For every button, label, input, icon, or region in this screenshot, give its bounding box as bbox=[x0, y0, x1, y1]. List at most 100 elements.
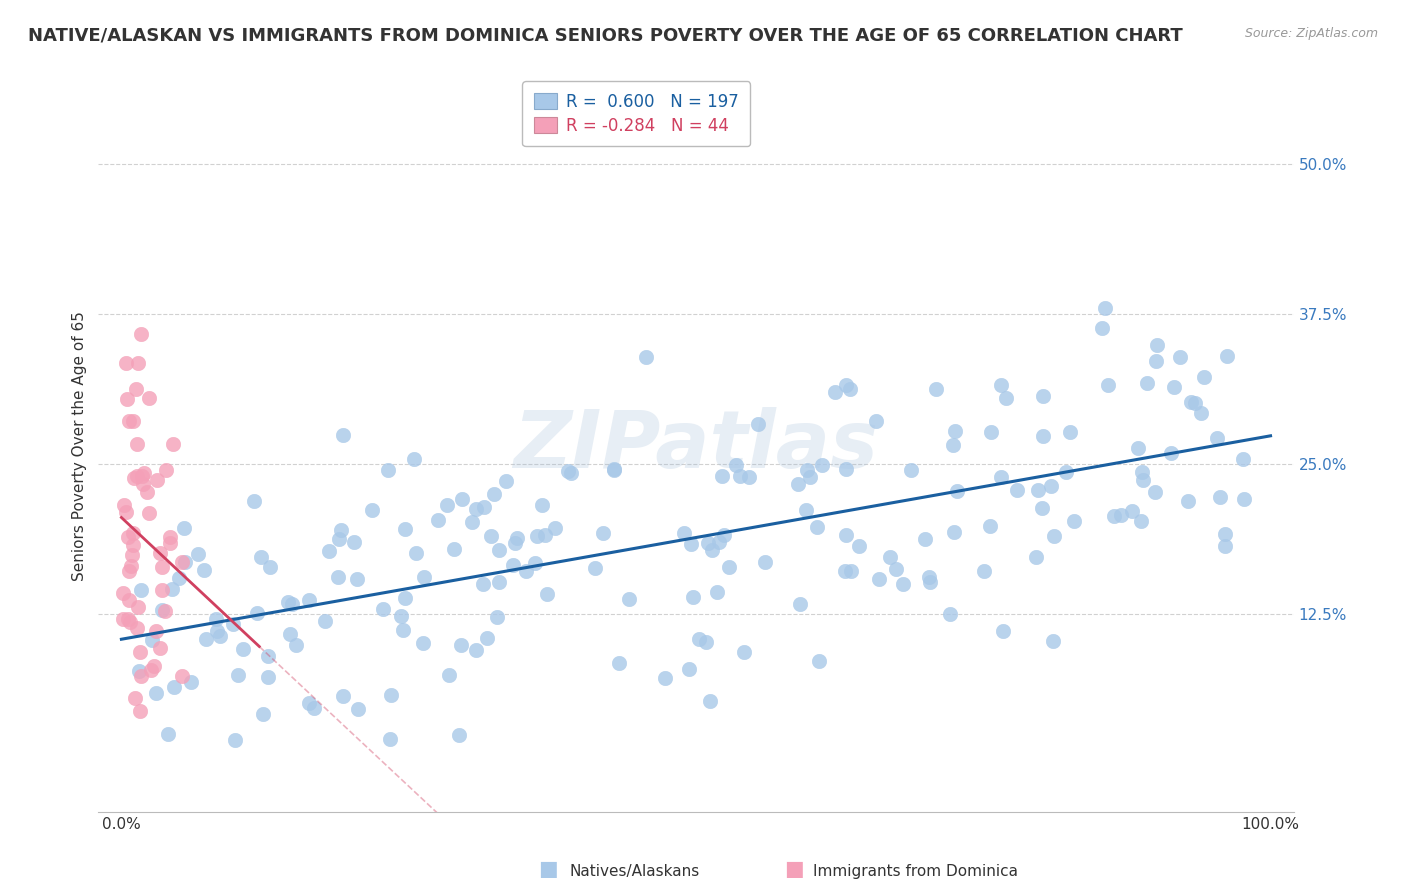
Point bbox=[990, 469, 1012, 483]
Point bbox=[187, 547, 209, 561]
Point bbox=[678, 662, 700, 676]
Point bbox=[149, 546, 172, 560]
Point bbox=[706, 585, 728, 599]
Point bbox=[342, 535, 364, 549]
Point bbox=[1040, 479, 1063, 493]
Point bbox=[920, 574, 942, 589]
Point bbox=[479, 529, 502, 543]
Point bbox=[1184, 396, 1206, 410]
Point bbox=[1104, 508, 1126, 523]
Point bbox=[155, 462, 177, 476]
Point bbox=[127, 356, 149, 370]
Point bbox=[1177, 494, 1199, 508]
Point bbox=[1233, 492, 1256, 507]
Point bbox=[1191, 406, 1213, 420]
Point bbox=[523, 557, 546, 571]
Point bbox=[796, 462, 818, 476]
Point bbox=[394, 591, 416, 605]
Point bbox=[1032, 389, 1054, 403]
Point bbox=[314, 614, 336, 628]
Point bbox=[1059, 425, 1081, 439]
Point bbox=[132, 477, 155, 491]
Point bbox=[129, 644, 152, 658]
Point bbox=[465, 502, 488, 516]
Point bbox=[754, 555, 776, 569]
Point bbox=[806, 520, 828, 534]
Point bbox=[153, 603, 176, 617]
Point bbox=[488, 542, 510, 557]
Point bbox=[673, 525, 696, 540]
Point bbox=[1205, 431, 1227, 445]
Point bbox=[145, 624, 167, 639]
Point bbox=[195, 632, 218, 647]
Point bbox=[159, 536, 181, 550]
Point bbox=[495, 474, 517, 488]
Point bbox=[1130, 466, 1153, 480]
Point bbox=[973, 564, 995, 578]
Point bbox=[925, 382, 948, 396]
Point bbox=[150, 559, 173, 574]
Point bbox=[172, 668, 194, 682]
Point bbox=[1192, 370, 1215, 384]
Point bbox=[1143, 485, 1166, 500]
Point bbox=[427, 512, 450, 526]
Point bbox=[112, 498, 135, 512]
Point bbox=[482, 487, 505, 501]
Point bbox=[835, 462, 858, 476]
Point bbox=[112, 586, 135, 600]
Point bbox=[980, 425, 1002, 439]
Point bbox=[117, 612, 139, 626]
Point bbox=[1097, 378, 1119, 392]
Point bbox=[439, 668, 461, 682]
Point bbox=[603, 463, 626, 477]
Point bbox=[1232, 452, 1254, 467]
Point bbox=[328, 533, 350, 547]
Point bbox=[787, 477, 810, 491]
Point bbox=[1126, 441, 1149, 455]
Point bbox=[536, 587, 558, 601]
Point bbox=[1025, 549, 1047, 564]
Point bbox=[131, 469, 153, 483]
Point bbox=[120, 559, 142, 574]
Point bbox=[413, 570, 436, 584]
Point bbox=[725, 458, 748, 472]
Point bbox=[918, 570, 941, 584]
Point bbox=[733, 645, 755, 659]
Point bbox=[226, 668, 249, 682]
Point bbox=[697, 535, 720, 549]
Point bbox=[127, 600, 149, 615]
Point bbox=[737, 470, 759, 484]
Point bbox=[243, 494, 266, 508]
Point bbox=[118, 564, 141, 578]
Point bbox=[699, 694, 721, 708]
Point bbox=[117, 392, 139, 407]
Point bbox=[143, 659, 166, 673]
Point bbox=[914, 532, 936, 546]
Point bbox=[1005, 483, 1028, 498]
Point bbox=[943, 424, 966, 438]
Point bbox=[443, 542, 465, 557]
Point bbox=[475, 631, 498, 645]
Text: Source: ZipAtlas.com: Source: ZipAtlas.com bbox=[1244, 27, 1378, 40]
Text: Immigrants from Dominica: Immigrants from Dominica bbox=[813, 863, 1018, 879]
Point bbox=[124, 690, 146, 705]
Point bbox=[1054, 465, 1077, 479]
Point bbox=[118, 414, 141, 428]
Point bbox=[449, 728, 471, 742]
Point bbox=[1121, 504, 1143, 518]
Point bbox=[111, 612, 134, 626]
Point bbox=[135, 485, 157, 500]
Point bbox=[1031, 501, 1053, 516]
Point bbox=[221, 617, 243, 632]
Point bbox=[617, 591, 640, 606]
Point bbox=[193, 562, 215, 576]
Text: NATIVE/ALASKAN VS IMMIGRANTS FROM DOMINICA SENIORS POVERTY OVER THE AGE OF 65 CO: NATIVE/ALASKAN VS IMMIGRANTS FROM DOMINI… bbox=[28, 27, 1182, 45]
Point bbox=[682, 590, 704, 604]
Point bbox=[205, 624, 228, 639]
Point bbox=[118, 592, 141, 607]
Point bbox=[280, 597, 302, 611]
Point bbox=[730, 468, 752, 483]
Point bbox=[488, 574, 510, 589]
Point bbox=[160, 582, 183, 597]
Point bbox=[121, 538, 143, 552]
